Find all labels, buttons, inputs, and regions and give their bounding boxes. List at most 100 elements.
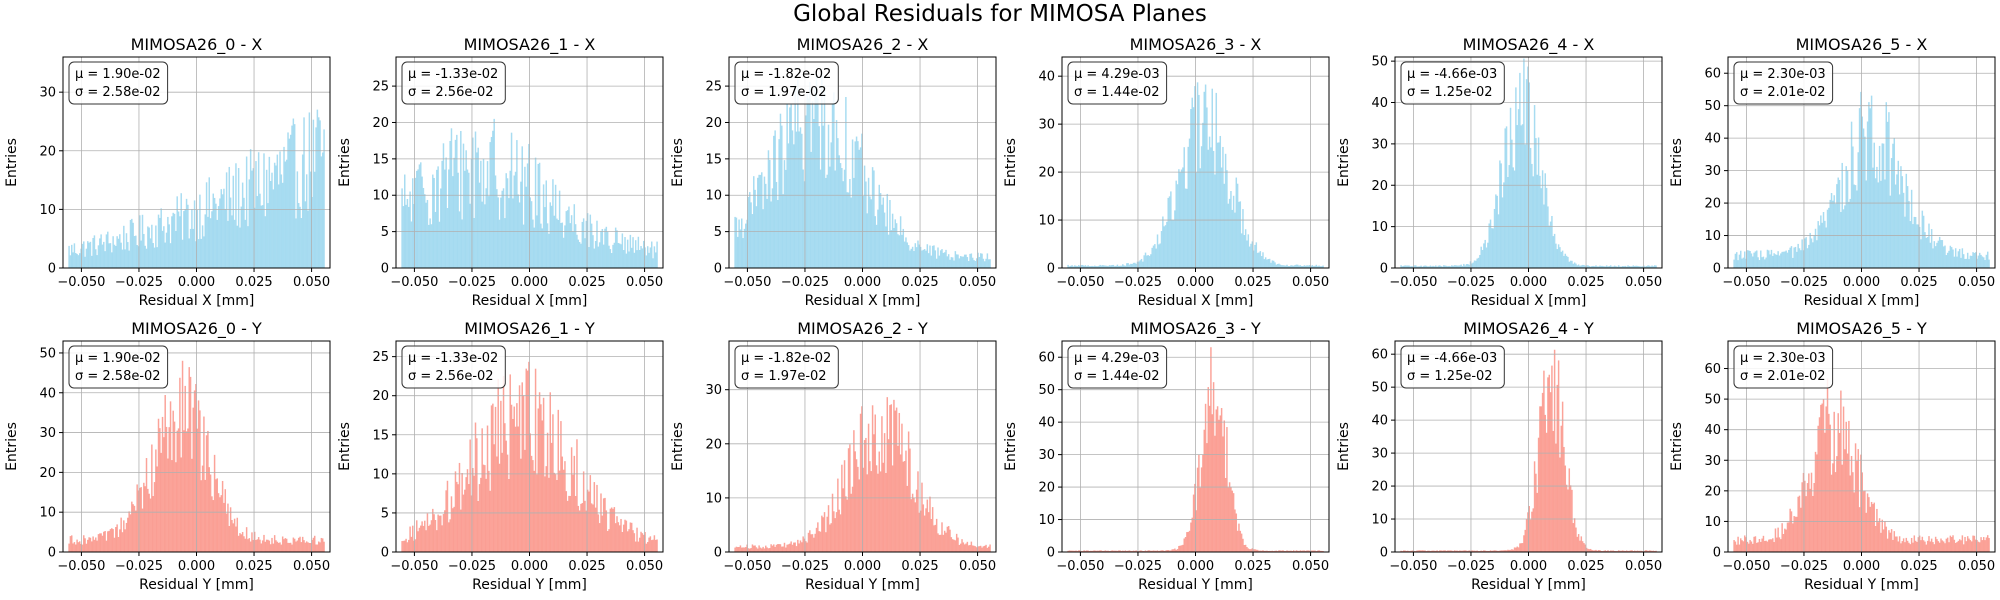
p9-bar [1296, 550, 1299, 552]
p2-bar [851, 139, 854, 268]
p3-bar [1126, 263, 1128, 268]
p10-bar [1551, 365, 1553, 552]
p7-bar [584, 500, 586, 552]
p4-bar [1460, 264, 1462, 268]
p1-bar [601, 229, 604, 268]
p1-bar [469, 203, 471, 268]
p3-bar [1254, 244, 1256, 268]
p7-bar [582, 471, 585, 552]
p7-bar [492, 403, 494, 552]
p4-bar [1584, 265, 1587, 268]
p4-bar [1639, 266, 1641, 268]
p4-bar [1452, 265, 1454, 268]
p10-ytick-label: 30 [1371, 447, 1388, 462]
p3-bar [1298, 265, 1300, 268]
p9-bar [1278, 550, 1280, 552]
p0-bar [123, 225, 125, 268]
p6-bar [201, 465, 204, 552]
p9-bar [1247, 548, 1250, 552]
p4-bar [1565, 255, 1568, 268]
p5-bar [1885, 102, 1888, 269]
p9-bar [1254, 549, 1256, 552]
p6-bar [165, 426, 168, 552]
p10-bar [1512, 549, 1514, 552]
p10-bar [1596, 550, 1599, 552]
p4-bar [1411, 266, 1413, 268]
p7-bar [646, 542, 649, 552]
p0-bar [155, 225, 157, 268]
p10-bar [1420, 550, 1422, 552]
p4-bar [1643, 265, 1645, 268]
p1-bar [542, 184, 545, 268]
p1-bar [538, 162, 541, 268]
p6-bar [301, 536, 304, 552]
p1-bar [436, 169, 438, 268]
p8-ytick-label: 0 [714, 546, 722, 561]
p11-bar [1770, 539, 1773, 552]
p8-bars [734, 397, 991, 552]
p11-bar [1809, 488, 1811, 552]
p6-bar [264, 541, 267, 552]
p10-bar [1539, 406, 1541, 552]
p11-bar [1953, 539, 1956, 552]
p3-bar [1123, 265, 1125, 268]
p4-bar [1609, 265, 1612, 268]
p6-bar [69, 536, 72, 552]
p4-bar [1527, 66, 1529, 268]
p11-bar [1918, 535, 1921, 552]
p10-bar [1529, 519, 1532, 552]
p3-xtick-label: 0.000 [1177, 275, 1214, 290]
p0-bar [300, 218, 303, 268]
p8-bar [869, 461, 871, 552]
p5-bar [1933, 241, 1936, 268]
p2-bar [791, 130, 794, 268]
p11-bar [1765, 540, 1767, 552]
p8-bar [747, 548, 750, 552]
p7-bar [408, 539, 410, 552]
p0-bar [303, 117, 305, 269]
p9-bar [1264, 550, 1267, 552]
p0-bar [96, 255, 98, 268]
p6-bar [249, 541, 252, 552]
p4-bar [1465, 264, 1468, 268]
p5-bar [1889, 195, 1892, 268]
p8-bar [922, 504, 925, 552]
p10-bar [1545, 432, 1548, 552]
p5-bar [1897, 160, 1900, 268]
p3-subplot: −0.050 −0.025 0.000 0.025 0.050010203040MIMO… [1003, 35, 1330, 309]
p2-bar [887, 234, 890, 268]
p9-bar [1244, 544, 1247, 552]
p11-bar [1964, 536, 1966, 552]
p7-bar [465, 477, 467, 552]
p4-bar [1403, 265, 1405, 268]
p9-bar [1068, 550, 1071, 552]
p6-bar [293, 538, 296, 552]
p4-bar [1608, 266, 1611, 268]
p8-bar [862, 467, 864, 552]
p11-bar [1914, 540, 1917, 552]
p1-bar [449, 140, 451, 268]
p11-subplot: −0.050 −0.025 0.000 0.025 0.0500102030405060… [1669, 319, 1996, 593]
p11-bar [1900, 543, 1902, 552]
p4-bar [1551, 215, 1553, 268]
p11-bar [1769, 539, 1771, 552]
p3-bar [1234, 212, 1236, 268]
p11-bar [1924, 541, 1926, 552]
p8-bar [946, 526, 949, 552]
p3-bar [1231, 209, 1234, 268]
p10-bar [1639, 550, 1641, 552]
p5-bar [1902, 192, 1905, 268]
p1-bar [408, 206, 410, 268]
p1-bar [646, 246, 649, 268]
p5-bar [1865, 180, 1867, 268]
p1-bar [416, 170, 418, 268]
p11-bar [1881, 519, 1884, 552]
p8-bar [877, 473, 879, 552]
p3-bar [1287, 266, 1290, 268]
p11-bar [1917, 537, 1920, 552]
p4-bar [1631, 266, 1633, 268]
p1-bar [562, 237, 565, 268]
p6-bar [223, 502, 225, 552]
p0-bar [171, 216, 173, 268]
p1-bar [605, 226, 608, 268]
